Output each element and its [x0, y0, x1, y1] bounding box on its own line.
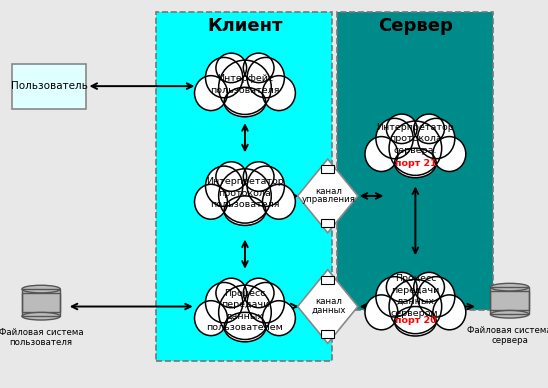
Ellipse shape: [262, 184, 295, 219]
Text: Сервер: Сервер: [378, 17, 453, 35]
Ellipse shape: [195, 301, 227, 336]
Bar: [490, 287, 529, 314]
Ellipse shape: [395, 148, 436, 178]
Ellipse shape: [224, 312, 266, 342]
Ellipse shape: [386, 272, 417, 302]
Text: Клиент: Клиент: [207, 17, 283, 35]
Text: Интерпретатор
протокола
пользователя: Интерпретатор протокола пользователя: [206, 177, 284, 209]
Ellipse shape: [243, 162, 274, 191]
Bar: [321, 330, 334, 338]
Text: управления: управления: [302, 195, 356, 204]
Polygon shape: [298, 159, 358, 233]
Ellipse shape: [219, 169, 271, 223]
Bar: [337, 12, 493, 310]
Ellipse shape: [389, 279, 442, 334]
Text: порт 21: порт 21: [395, 159, 436, 168]
Ellipse shape: [418, 118, 455, 159]
Ellipse shape: [433, 137, 466, 171]
Ellipse shape: [433, 295, 466, 330]
Ellipse shape: [22, 312, 60, 320]
Ellipse shape: [262, 301, 295, 336]
Text: Файловая система
сервера: Файловая система сервера: [467, 326, 548, 345]
Ellipse shape: [365, 295, 398, 330]
Text: Процесс
передачи
данных
пользователем: Процесс передачи данных пользователем: [207, 289, 283, 332]
Ellipse shape: [395, 307, 436, 336]
Bar: [22, 293, 60, 312]
Text: данных: данных: [312, 306, 346, 315]
Text: канал: канал: [315, 187, 342, 196]
Ellipse shape: [216, 53, 247, 83]
Ellipse shape: [216, 278, 247, 308]
Ellipse shape: [247, 57, 284, 98]
Ellipse shape: [414, 272, 444, 302]
Ellipse shape: [22, 285, 60, 293]
Text: Интерпретатор
протокола
сервера.: Интерпретатор протокола сервера.: [376, 123, 454, 155]
Ellipse shape: [247, 282, 284, 323]
Ellipse shape: [490, 310, 529, 318]
Bar: [12, 64, 86, 109]
Ellipse shape: [376, 277, 413, 317]
Bar: [321, 275, 334, 284]
Text: Файловая система
пользователя: Файловая система пользователя: [0, 328, 83, 347]
Ellipse shape: [219, 60, 271, 114]
Ellipse shape: [206, 282, 243, 323]
Ellipse shape: [243, 278, 274, 308]
Bar: [22, 289, 60, 316]
Ellipse shape: [206, 57, 243, 98]
Ellipse shape: [386, 114, 417, 144]
Ellipse shape: [243, 53, 274, 83]
Ellipse shape: [262, 76, 295, 111]
Text: Интерфейс
пользователя: Интерфейс пользователя: [210, 74, 279, 95]
Ellipse shape: [219, 285, 271, 340]
Ellipse shape: [195, 184, 227, 219]
Ellipse shape: [389, 121, 442, 175]
Ellipse shape: [224, 196, 266, 225]
Bar: [490, 287, 529, 314]
Bar: [321, 165, 334, 173]
Ellipse shape: [490, 283, 529, 291]
Bar: [321, 219, 334, 227]
Ellipse shape: [206, 166, 243, 206]
Ellipse shape: [247, 166, 284, 206]
Text: Процесс
передачи
данных
сервером.: Процесс передачи данных сервером.: [390, 274, 441, 318]
Text: порт 20: порт 20: [395, 316, 436, 326]
Bar: [490, 291, 529, 310]
Polygon shape: [298, 270, 358, 343]
Ellipse shape: [414, 114, 444, 144]
Bar: [156, 12, 332, 361]
Ellipse shape: [195, 76, 227, 111]
Ellipse shape: [216, 162, 247, 191]
Ellipse shape: [418, 277, 455, 317]
Bar: [22, 289, 60, 316]
Text: Пользователь: Пользователь: [10, 81, 88, 91]
Ellipse shape: [365, 137, 398, 171]
Text: канал: канал: [315, 297, 342, 307]
Ellipse shape: [224, 87, 266, 117]
Ellipse shape: [376, 118, 413, 159]
